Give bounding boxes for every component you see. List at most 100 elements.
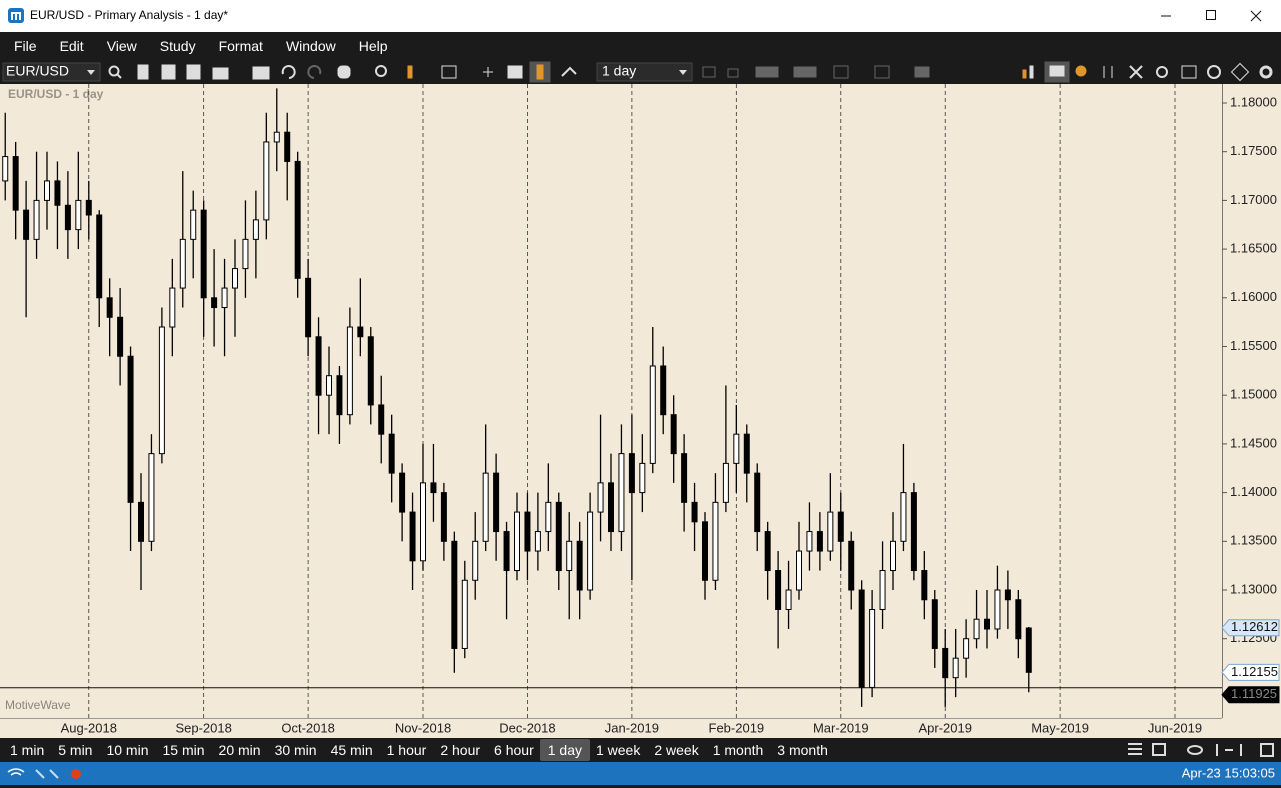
candle-body xyxy=(493,472,500,533)
candle xyxy=(158,307,165,464)
timeframe-button[interactable]: 2 hour xyxy=(440,742,481,758)
candle-body xyxy=(75,199,82,231)
candle-body xyxy=(273,131,280,143)
close-button[interactable] xyxy=(1250,10,1262,22)
y-tick-label: 1.13500 xyxy=(1230,533,1277,548)
candle-body xyxy=(503,531,510,572)
candle xyxy=(816,512,823,571)
candle-body xyxy=(190,209,197,240)
candle xyxy=(848,531,855,610)
candle xyxy=(900,443,907,552)
timeframe-button[interactable]: 1 hour xyxy=(386,742,427,758)
candle xyxy=(931,590,938,668)
timeframe-button[interactable]: 1 min xyxy=(10,742,45,758)
candle-body xyxy=(931,599,938,649)
candle xyxy=(691,482,698,552)
menu-item[interactable]: Format xyxy=(218,38,263,54)
candle-body xyxy=(691,501,698,523)
candle xyxy=(232,239,238,337)
candle xyxy=(33,151,40,259)
candle-body xyxy=(639,462,646,494)
candle-body xyxy=(796,550,802,591)
candle xyxy=(367,327,374,425)
candle-body xyxy=(869,608,876,688)
candle-body xyxy=(733,433,740,464)
x-tick-label: Dec-2018 xyxy=(499,720,555,735)
candle-body xyxy=(994,589,1001,630)
candle-body xyxy=(806,531,813,552)
candle xyxy=(785,560,792,629)
menu-item[interactable]: Help xyxy=(358,38,388,54)
candle xyxy=(545,463,552,552)
timeframe-button[interactable]: 10 min xyxy=(106,742,149,758)
y-tick-label: 1.18000 xyxy=(1230,94,1277,109)
window-title: EUR/USD - Primary Analysis - 1 day* xyxy=(30,8,228,22)
x-tick-label: Aug-2018 xyxy=(61,720,117,735)
candle-body xyxy=(378,404,385,435)
candle xyxy=(1025,627,1032,693)
candle xyxy=(984,590,990,649)
x-tick-label: Feb-2019 xyxy=(709,720,765,735)
menu-item[interactable]: File xyxy=(14,38,37,54)
candle xyxy=(597,414,604,542)
candle xyxy=(712,473,719,591)
title-bar: EUR/USD - Primary Analysis - 1 day* xyxy=(0,0,1281,32)
menu-item[interactable]: Window xyxy=(285,38,336,54)
price-tag xyxy=(1221,619,1280,637)
candle-body xyxy=(858,589,865,688)
timeframe-button[interactable]: 6 hour xyxy=(494,742,534,758)
candle-body xyxy=(117,316,124,357)
candle xyxy=(346,307,353,425)
candle-body xyxy=(524,511,531,552)
timeframe-button[interactable]: 30 min xyxy=(274,742,317,758)
maximize-button[interactable] xyxy=(1206,10,1216,20)
candle-body xyxy=(23,209,30,240)
candle xyxy=(1004,570,1011,629)
timeframe-button[interactable]: 15 min xyxy=(162,742,205,758)
timeframe-button[interactable]: 1 day xyxy=(539,739,590,761)
symbol-combo[interactable] xyxy=(2,62,101,82)
candle xyxy=(827,473,834,561)
candle xyxy=(148,434,155,552)
candle-body xyxy=(722,462,729,503)
timeframe-combo[interactable] xyxy=(596,62,693,82)
candle-body xyxy=(764,531,771,572)
candle-body xyxy=(440,492,447,542)
candle xyxy=(618,424,625,552)
x-tick-label: Sep-2018 xyxy=(175,720,231,735)
menu-item[interactable]: Study xyxy=(159,38,196,54)
candle xyxy=(514,492,520,581)
candle xyxy=(2,112,9,201)
candle xyxy=(754,463,761,552)
x-tick-label: Jan-2019 xyxy=(605,720,659,735)
toolbar-icons xyxy=(108,61,577,83)
candle xyxy=(117,288,124,386)
candle xyxy=(994,565,1001,639)
timeframe-button[interactable]: 2 week xyxy=(654,742,699,758)
candle-body xyxy=(211,297,218,309)
y-tick-label: 1.15000 xyxy=(1230,387,1277,402)
candle-body xyxy=(305,277,312,338)
price-tag-label: 1.12155 xyxy=(1231,664,1278,679)
candle xyxy=(440,482,447,561)
candle xyxy=(378,375,385,464)
timeframe-button[interactable]: 1 month xyxy=(712,742,764,758)
menu-item[interactable]: View xyxy=(106,38,137,54)
candle-body xyxy=(597,482,604,513)
candle xyxy=(639,434,646,513)
candle-body xyxy=(576,540,583,591)
candle-body xyxy=(921,570,928,601)
y-tick-label: 1.16500 xyxy=(1230,241,1277,256)
menu-item[interactable]: Edit xyxy=(59,38,84,54)
timeframe-button[interactable]: 5 min xyxy=(58,742,93,758)
candle xyxy=(879,541,886,629)
candle-body xyxy=(12,156,19,211)
candle xyxy=(64,171,71,259)
candle xyxy=(681,434,688,532)
candle-body xyxy=(837,511,844,542)
timeframe-button[interactable]: 20 min xyxy=(218,742,261,758)
timeframe-button[interactable]: 3 month xyxy=(777,742,828,758)
timeframe-button[interactable]: 45 min xyxy=(330,742,373,758)
candle-body xyxy=(54,180,61,206)
timeframe-button[interactable]: 1 week xyxy=(595,742,641,758)
